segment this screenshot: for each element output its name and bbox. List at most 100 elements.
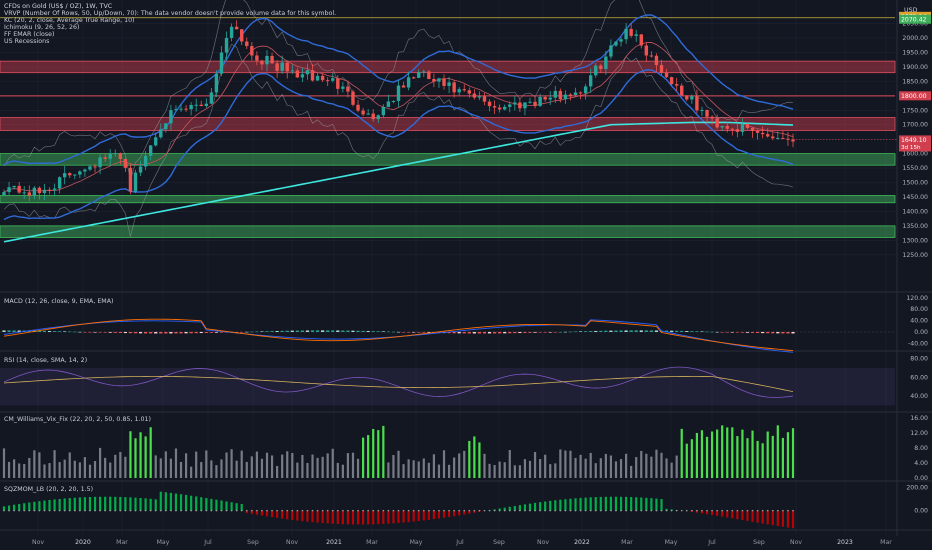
macd-histogram-bar[interactable] — [619, 330, 623, 332]
sqz-bar[interactable] — [179, 494, 183, 511]
vix-bar[interactable] — [210, 460, 213, 478]
candle-body[interactable] — [776, 138, 780, 140]
vix-bar[interactable] — [599, 458, 602, 478]
vix-bar[interactable] — [23, 464, 26, 478]
vix-bar[interactable] — [726, 427, 729, 478]
vix-bar[interactable] — [685, 443, 688, 478]
vix-bar[interactable] — [195, 451, 198, 478]
support-zone[interactable] — [0, 225, 896, 238]
macd-histogram-bar[interactable] — [604, 330, 608, 332]
vix-bar[interactable] — [422, 458, 425, 478]
macd-histogram-bar[interactable] — [528, 331, 532, 333]
sqz-bar[interactable] — [655, 498, 658, 511]
sqz-bar[interactable] — [210, 498, 213, 511]
sqz-bar[interactable] — [351, 510, 355, 525]
macd-histogram-bar[interactable] — [341, 330, 345, 332]
vix-bar[interactable] — [665, 458, 668, 478]
vix-bar[interactable] — [265, 452, 269, 478]
vix-bar[interactable] — [367, 435, 370, 478]
vix-bar[interactable] — [483, 453, 486, 478]
candle-body[interactable] — [138, 166, 143, 173]
vix-bar[interactable] — [660, 452, 663, 478]
vix-bar[interactable] — [640, 450, 643, 478]
macd-line[interactable] — [3, 319, 794, 353]
sqz-bar[interactable] — [397, 510, 400, 523]
vix-bar[interactable] — [109, 462, 112, 478]
vix-bar[interactable] — [184, 453, 188, 478]
candle-body[interactable] — [265, 55, 269, 65]
sqz-bar[interactable] — [751, 510, 754, 522]
macd-histogram-bar[interactable] — [766, 331, 770, 334]
ichimoku-span-a[interactable] — [3, 0, 794, 181]
candle-body[interactable] — [427, 71, 431, 79]
candle-body[interactable] — [771, 136, 775, 139]
candle-body[interactable] — [690, 96, 694, 100]
macd-histogram-bar[interactable] — [472, 331, 476, 334]
sqz-bar[interactable] — [255, 510, 258, 515]
macd-histogram-bar[interactable] — [133, 331, 138, 334]
macd-histogram-bar[interactable] — [720, 331, 724, 333]
candle-body[interactable] — [83, 169, 87, 172]
sqz-bar[interactable] — [604, 496, 607, 511]
candle-body[interactable] — [644, 45, 649, 56]
macd-histogram-bar[interactable] — [381, 331, 385, 333]
sqz-bar[interactable] — [382, 510, 385, 524]
candle-body[interactable] — [159, 129, 163, 138]
macd-histogram-bar[interactable] — [538, 331, 542, 333]
vix-bar[interactable] — [230, 449, 233, 478]
macd-histogram-bar[interactable] — [235, 331, 239, 333]
sqz-bar[interactable] — [341, 510, 344, 525]
macd-histogram-bar[interactable] — [300, 330, 305, 332]
vix-bar[interactable] — [356, 458, 360, 478]
macd-histogram-bar[interactable] — [761, 331, 765, 334]
candle-body[interactable] — [27, 192, 31, 196]
candle-body[interactable] — [422, 71, 426, 73]
sqz-bar[interactable] — [387, 510, 390, 524]
sqz-bar[interactable] — [73, 497, 76, 511]
support-zone[interactable] — [0, 153, 896, 166]
sqz-bar[interactable] — [579, 497, 582, 511]
vix-bar[interactable] — [569, 450, 572, 478]
sqz-bar[interactable] — [331, 510, 334, 524]
macd-histogram-bar[interactable] — [194, 331, 198, 334]
vix-bar[interactable] — [169, 458, 173, 478]
macd-histogram-bar[interactable] — [427, 331, 431, 333]
sqz-bar[interactable] — [569, 498, 572, 511]
candle-body[interactable] — [118, 153, 123, 160]
macd-histogram-bar[interactable] — [685, 331, 689, 332]
sqz-bar[interactable] — [599, 496, 602, 511]
sqz-bar[interactable] — [619, 496, 623, 511]
candle-body[interactable] — [32, 187, 37, 196]
macd-histogram-bar[interactable] — [17, 330, 21, 332]
sqz-bar[interactable] — [781, 510, 784, 527]
sqz-bar[interactable] — [407, 510, 410, 523]
macd-histogram-bar[interactable] — [396, 331, 401, 333]
sqz-bar[interactable] — [367, 510, 370, 525]
sqz-bar[interactable] — [356, 510, 360, 525]
macd-histogram-bar[interactable] — [209, 331, 213, 333]
vix-bar[interactable] — [174, 448, 178, 478]
candle-body[interactable] — [57, 177, 62, 189]
vix-bar[interactable] — [83, 457, 87, 478]
candle-body[interactable] — [406, 77, 411, 88]
candle-body[interactable] — [300, 74, 305, 78]
vix-bar[interactable] — [291, 452, 294, 478]
vix-bar[interactable] — [245, 461, 248, 478]
candle-body[interactable] — [634, 34, 638, 36]
vix-bar[interactable] — [179, 461, 183, 478]
sqz-bar[interactable] — [78, 497, 81, 511]
candle-body[interactable] — [604, 56, 608, 70]
candle-body[interactable] — [214, 73, 219, 93]
sqz-bar[interactable] — [508, 506, 511, 511]
vix-bar[interactable] — [43, 464, 46, 478]
candle-body[interactable] — [73, 174, 77, 176]
indicator-vrvp[interactable]: VRVP (Number Of Rows, 50, Up/Down, 70): … — [4, 10, 337, 18]
candle-body[interactable] — [295, 70, 300, 78]
macd-histogram-bar[interactable] — [629, 330, 633, 332]
sqz-bar[interactable] — [458, 510, 461, 516]
vix-bar[interactable] — [716, 429, 719, 478]
candle-body[interactable] — [133, 172, 138, 192]
macd-histogram-bar[interactable] — [164, 331, 168, 334]
vix-bar[interactable] — [473, 436, 476, 478]
macd-histogram-bar[interactable] — [791, 331, 795, 334]
